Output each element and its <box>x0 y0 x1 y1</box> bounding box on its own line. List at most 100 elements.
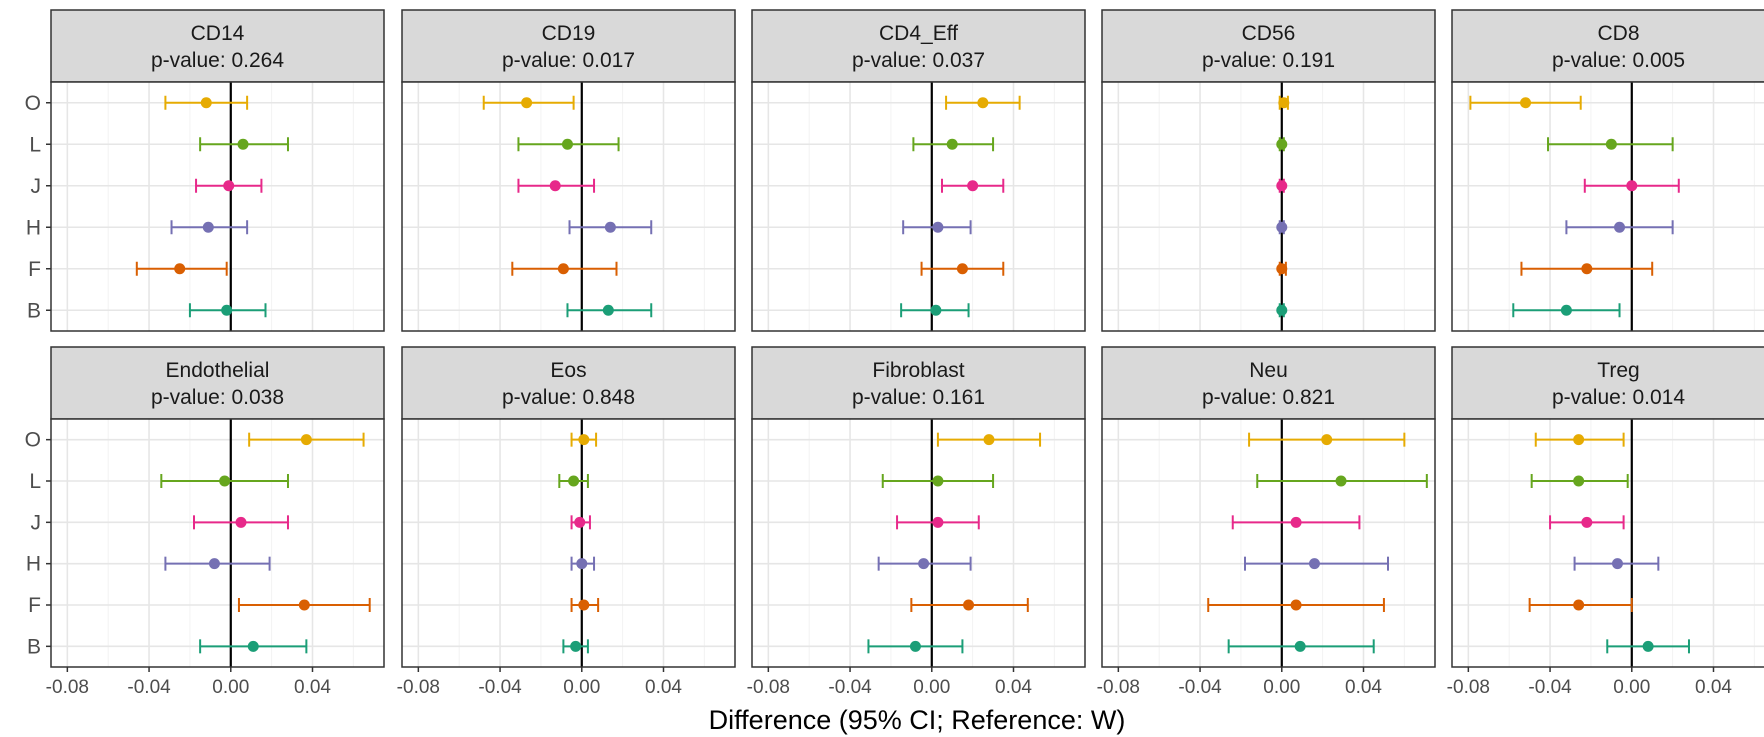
y-tick-label: L <box>29 133 41 156</box>
x-tick-label: 0.00 <box>913 677 950 698</box>
facet-p-value: p-value: 0.037 <box>852 49 985 72</box>
ci-L <box>912 137 995 152</box>
panel-border <box>401 81 736 332</box>
estimate-point <box>932 516 944 528</box>
estimate-point <box>963 599 975 611</box>
ci-J <box>940 178 1005 193</box>
x-axis-title: Difference (95% CI; Reference: W) <box>709 705 1126 735</box>
facet-panel: CD4_Eff p-value: 0.037 <box>751 9 1086 332</box>
facet-panel: CD19 p-value: 0.017 <box>401 9 736 332</box>
x-tick-label: -0.08 <box>747 677 790 698</box>
y-tick-label: O <box>25 92 41 115</box>
ci-B <box>900 303 970 318</box>
ci-H <box>877 556 972 571</box>
estimate-point <box>1276 263 1288 275</box>
facet-panel: Eos p-value: 0.848 -0.08 -0.04 0.00 0.04 <box>397 346 736 698</box>
ci-B <box>199 639 308 654</box>
ci-F <box>135 261 228 276</box>
ci-J <box>195 178 263 193</box>
panel-background <box>1102 419 1435 667</box>
facet-title: Eos <box>550 359 586 382</box>
estimate-point <box>578 434 590 446</box>
ci-L <box>160 474 289 488</box>
estimate-point <box>1276 180 1288 192</box>
panel-border <box>401 418 736 668</box>
x-tick-label: -0.08 <box>1097 677 1140 698</box>
facet-strip <box>401 9 736 83</box>
ci-B <box>867 639 964 654</box>
x-tick-label: 0.04 <box>1345 677 1382 698</box>
estimate-point <box>1581 263 1593 275</box>
estimate-point <box>1573 434 1585 446</box>
estimate-point <box>561 138 573 150</box>
facet-p-value: p-value: 0.264 <box>151 49 284 72</box>
ci-F <box>570 598 600 612</box>
facet-title: Endothelial <box>166 359 270 382</box>
estimate-point <box>1520 97 1532 109</box>
ci-O <box>945 95 1021 110</box>
ci-O <box>1248 432 1406 447</box>
facet-p-value: p-value: 0.017 <box>502 49 635 72</box>
ci-B <box>566 303 653 318</box>
x-tick-label: -0.04 <box>1528 677 1572 698</box>
y-tick-label: H <box>26 553 41 576</box>
facet-strip <box>1101 9 1436 83</box>
estimate-point <box>578 599 590 611</box>
panel-background <box>752 419 1085 667</box>
ci-O <box>164 95 249 110</box>
x-tick-label: 0.04 <box>645 677 682 698</box>
estimate-point <box>174 263 186 275</box>
ci-O <box>248 432 365 447</box>
y-tick-label: F <box>28 594 41 617</box>
facet-panel: Neu p-value: 0.821 -0.08 -0.04 0.00 0.04 <box>1097 346 1436 698</box>
ci-H <box>1573 556 1660 571</box>
facet-title: CD8 <box>1597 22 1639 45</box>
facet-strip <box>1451 346 1764 420</box>
estimate-point <box>208 558 220 570</box>
panel-background <box>402 419 735 667</box>
x-tick-label: -0.04 <box>127 677 171 698</box>
facet-title: Fibroblast <box>872 359 964 382</box>
x-tick-label: -0.04 <box>478 677 522 698</box>
facet-p-value: p-value: 0.821 <box>1202 386 1335 409</box>
ci-H <box>568 220 653 235</box>
x-tick-label: 0.00 <box>563 677 600 698</box>
estimate-point <box>946 138 958 150</box>
ci-J <box>1276 178 1288 193</box>
ci-H <box>164 556 271 571</box>
estimate-point <box>909 640 921 652</box>
estimate-point <box>570 640 582 652</box>
x-tick-label: 0.00 <box>1263 677 1300 698</box>
ci-L <box>1530 474 1629 488</box>
panel-border <box>1101 81 1436 332</box>
x-tick-label: 0.00 <box>1613 677 1650 698</box>
x-tick-label: -0.08 <box>46 677 89 698</box>
estimate-point <box>930 304 942 316</box>
estimate-point <box>202 221 214 233</box>
panel-border <box>1451 418 1764 668</box>
facet-title: CD4_Eff <box>879 22 958 45</box>
facet-strip <box>1101 346 1436 420</box>
ci-F <box>920 261 1005 276</box>
estimate-point <box>602 304 614 316</box>
estimate-point <box>1308 558 1320 570</box>
facet-strip <box>1451 9 1764 83</box>
ci-H <box>902 220 972 235</box>
ci-H <box>1565 220 1674 235</box>
facet-panel: CD8 p-value: 0.005 <box>1451 9 1764 332</box>
panel-background <box>402 82 735 331</box>
ci-B <box>188 303 267 318</box>
facet-title: Treg <box>1597 359 1639 382</box>
facet-p-value: p-value: 0.038 <box>151 386 284 409</box>
ci-H <box>1276 220 1288 235</box>
facet-strip <box>401 346 736 420</box>
estimate-point <box>1276 304 1288 316</box>
estimate-point <box>223 180 235 192</box>
x-tick-label: -0.04 <box>828 677 872 698</box>
estimate-point <box>247 640 259 652</box>
estimate-point <box>1560 304 1572 316</box>
estimate-point <box>219 475 231 487</box>
x-tick-label: 0.04 <box>995 677 1032 698</box>
ci-L <box>1256 474 1428 488</box>
estimate-point <box>1642 640 1654 652</box>
